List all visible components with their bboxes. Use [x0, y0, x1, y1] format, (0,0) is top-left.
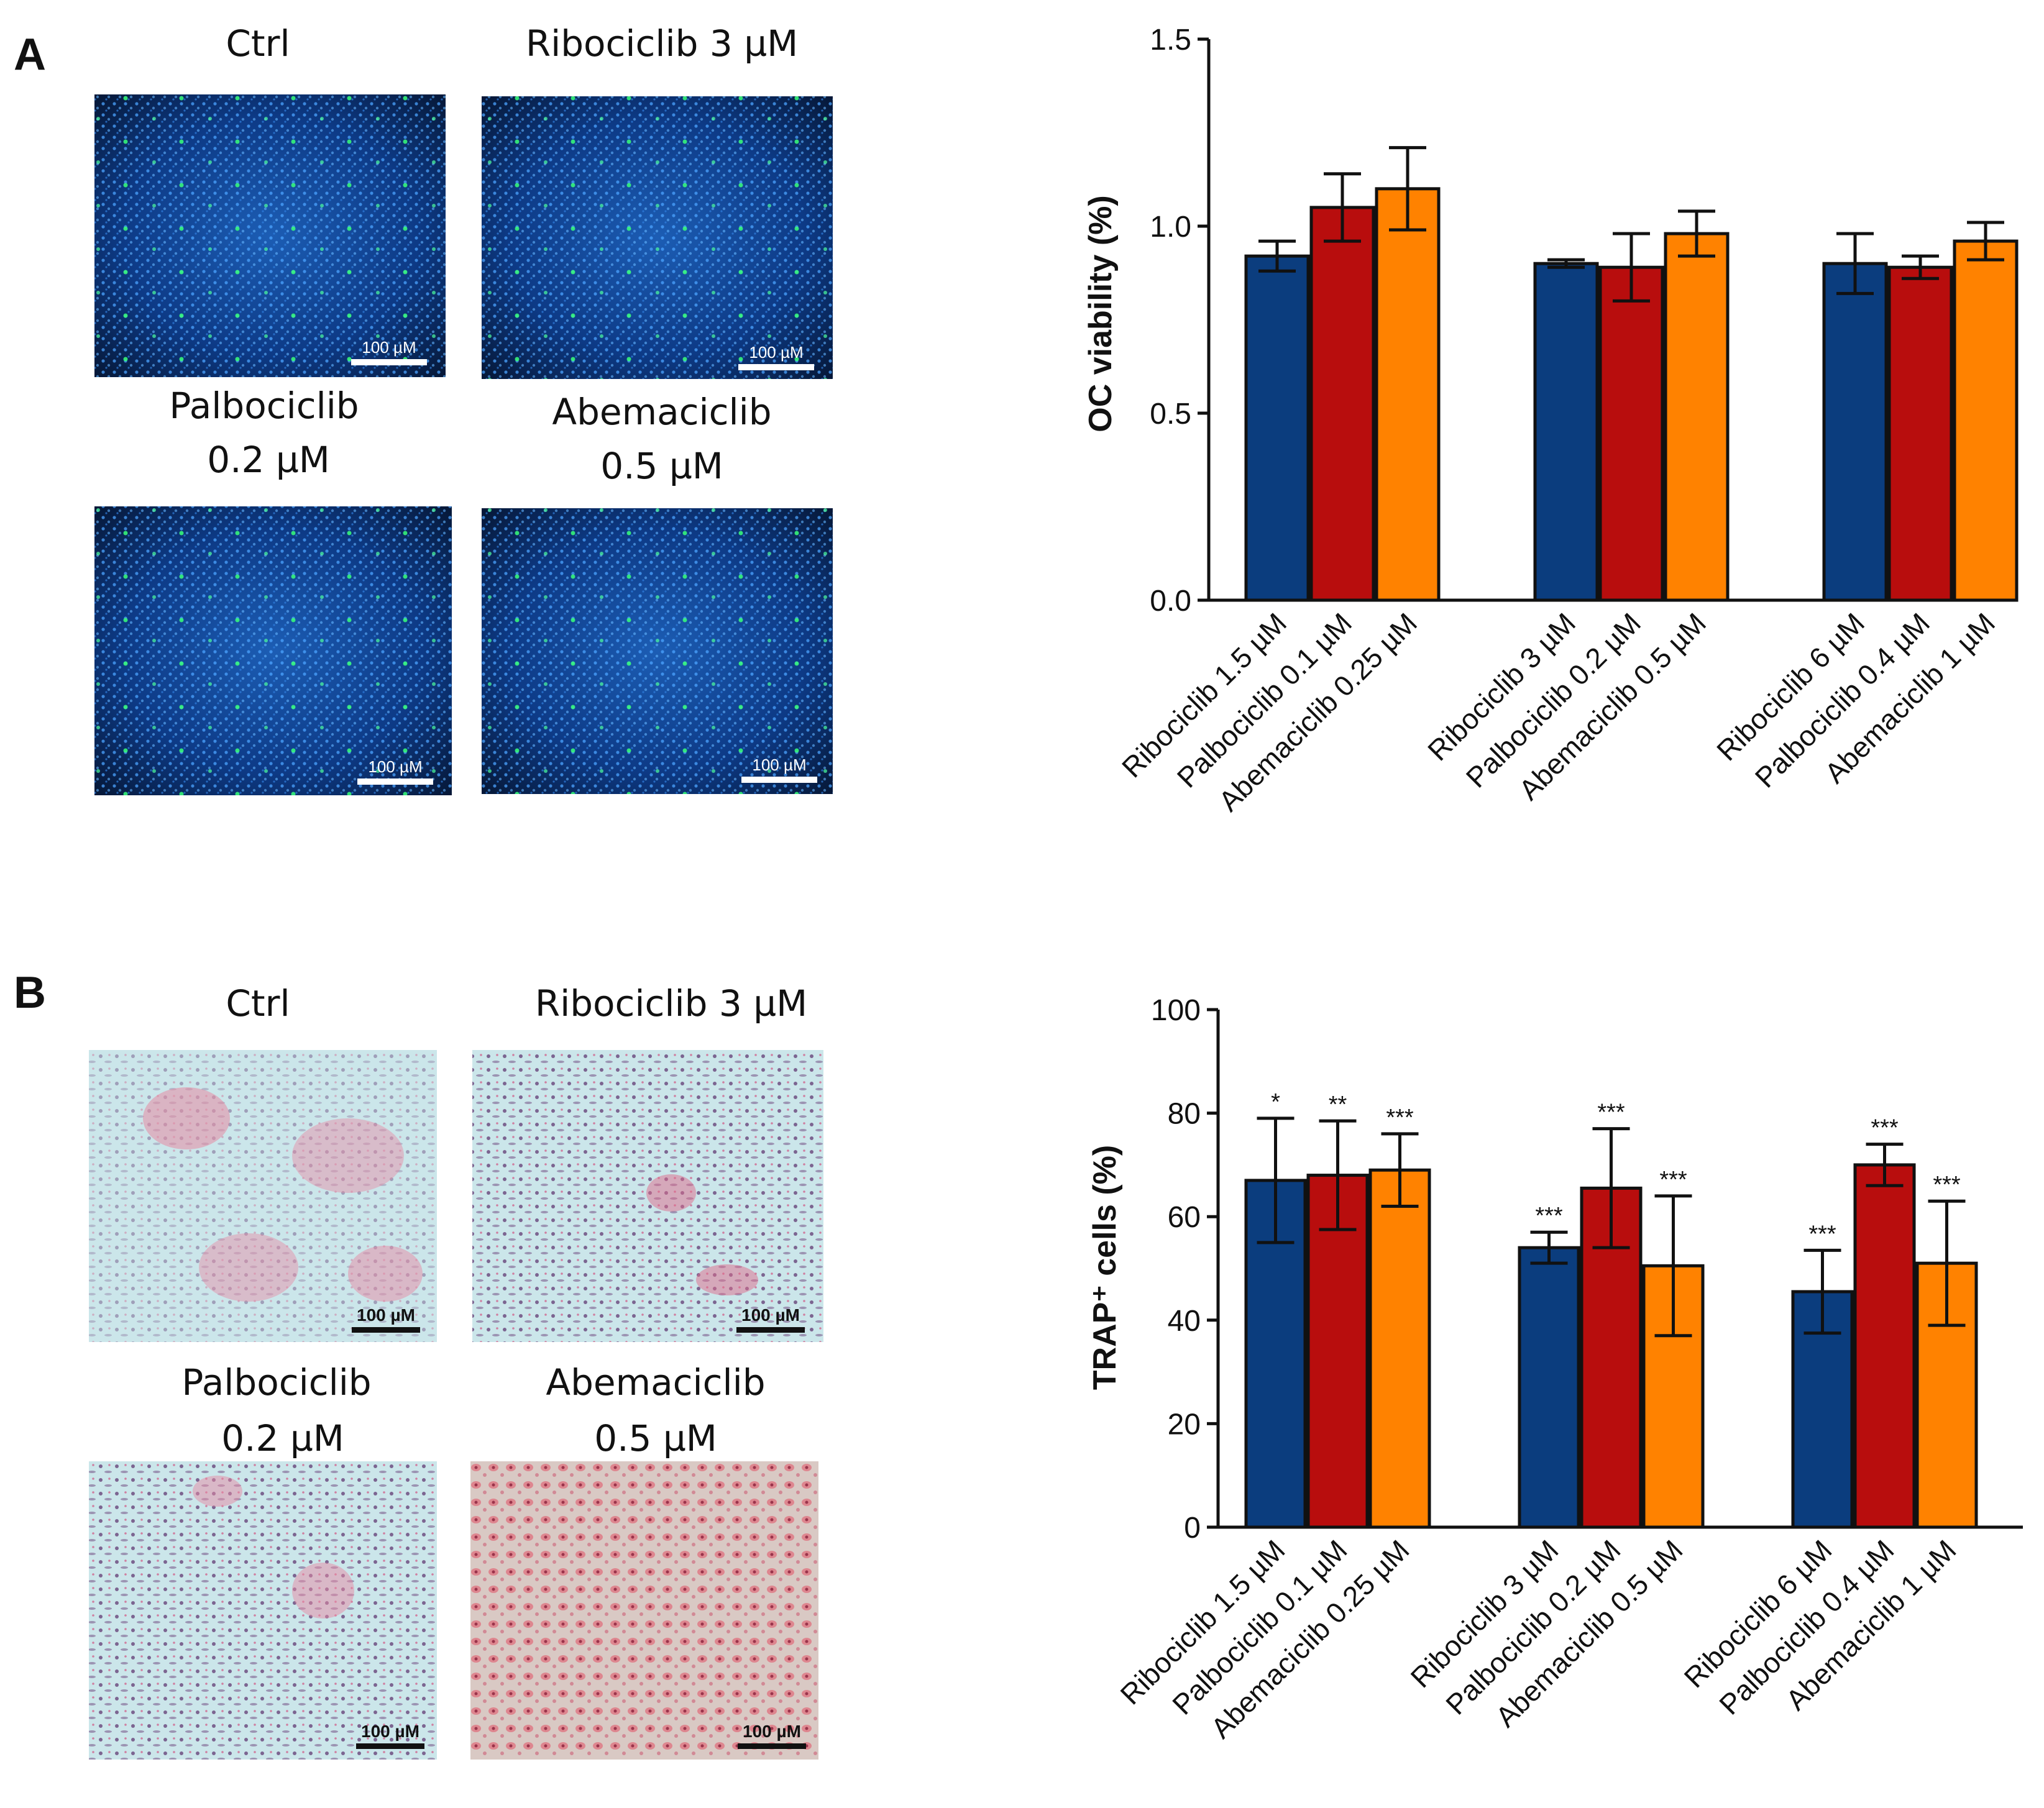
scale-bar [356, 1743, 424, 1749]
micrograph-b-palbociclib: 100 µM [89, 1461, 437, 1760]
y-axis-label: OC viability (%) [1083, 195, 1119, 432]
scale-bar-label: 100 µM [741, 1305, 800, 1325]
y-tick-label: 80 [1168, 1098, 1201, 1131]
panel-letter-b: B [14, 968, 46, 1018]
y-tick-label: 0.5 [1150, 398, 1191, 431]
bar [1244, 1179, 1307, 1529]
significance-label: *** [1535, 1203, 1563, 1229]
scale-bar-label: 100 µM [743, 1722, 801, 1741]
y-axis-label: TRAP⁺ cells (%) [1087, 1145, 1123, 1390]
panel-letter-a: A [14, 30, 46, 80]
significance-label: *** [1808, 1221, 1836, 1247]
significance-label: *** [1659, 1167, 1687, 1193]
micrograph-a-abemaciclib: 100 µM [482, 508, 833, 794]
bar [1953, 239, 2019, 602]
image-label-b-abemaciclib-dose: 0.5 µM [594, 1417, 717, 1459]
bar [1306, 1174, 1369, 1529]
scale-bar-label: 100 µM [752, 756, 806, 774]
scale-bar-label: 100 µM [361, 1722, 419, 1741]
panel-b-images: Ctrl 100 µM Ribociclib 3 µM 100 µM Palbo… [89, 982, 823, 1760]
image-label-b-palbociclib-dose: 0.2 µM [221, 1417, 344, 1459]
micrograph-b-abemaciclib: 100 µM [470, 1461, 818, 1760]
scale-bar-label: 100 µM [357, 1305, 415, 1325]
bar [1368, 1168, 1431, 1529]
y-tick-label: 0.0 [1150, 585, 1191, 618]
scale-bar [351, 359, 427, 365]
bar [1598, 265, 1664, 602]
image-label-a-palbociclib: Palbociclib [169, 385, 359, 427]
bar [1822, 262, 1888, 602]
significance-label: *** [1386, 1105, 1414, 1131]
micrograph-a-ctrl: 100 µM [94, 94, 446, 377]
scale-bar [352, 1327, 420, 1333]
y-tick-label: 100 [1151, 994, 1201, 1027]
bar [1533, 262, 1599, 602]
significance-label: *** [1871, 1115, 1899, 1141]
scale-bar-label: 100 µM [362, 338, 416, 357]
bar [1853, 1163, 1916, 1529]
panel-a-images: Ctrl 100 µM Ribociclib 3 µM 100 µM Palbo… [94, 22, 833, 795]
significance-label: *** [1933, 1172, 1961, 1198]
chart-oc-viability: OC viability (%) 0.00.51.01.5Ribociclib … [1083, 24, 2019, 818]
image-label-a-abemaciclib: Abemaciclib [552, 391, 771, 433]
scale-bar-label: 100 µM [368, 757, 422, 776]
image-label-b-ribociclib: Ribociclib 3 µM [535, 982, 807, 1025]
y-tick-label: 40 [1168, 1305, 1201, 1338]
bar [1375, 187, 1441, 602]
y-tick-label: 60 [1168, 1201, 1201, 1234]
micrograph-a-palbociclib: 100 µM [94, 506, 452, 795]
image-label-b-palbociclib: Palbociclib [181, 1361, 371, 1404]
bar [1309, 206, 1375, 602]
image-label-b-abemaciclib: Abemaciclib [546, 1361, 765, 1404]
y-tick-label: 1.0 [1150, 211, 1191, 244]
scale-bar [738, 1743, 806, 1749]
image-label-a-palbociclib-dose: 0.2 µM [207, 439, 330, 481]
micrograph-a-ribociclib: 100 µM [482, 96, 833, 379]
scale-bar [741, 777, 817, 783]
bar [1518, 1246, 1580, 1529]
y-tick-label: 0 [1184, 1512, 1201, 1545]
y-tick-label: 20 [1168, 1408, 1201, 1441]
image-label-a-ctrl: Ctrl [226, 22, 290, 65]
significance-label: *** [1597, 1100, 1625, 1126]
image-label-b-ctrl: Ctrl [226, 982, 290, 1025]
scale-bar [357, 778, 433, 785]
scale-bar [738, 364, 814, 370]
y-tick-label: 1.5 [1150, 24, 1191, 57]
image-label-a-abemaciclib-dose: 0.5 µM [600, 445, 723, 487]
bar [1664, 232, 1730, 602]
micrograph-b-ribociclib: 100 µM [472, 1050, 823, 1342]
scale-bar [736, 1327, 805, 1333]
bar [1887, 265, 1953, 602]
chart-trap-cells: TRAP⁺ cells (%) 020406080100*Ribociclib … [1087, 994, 2023, 1745]
image-label-a-ribociclib: Ribociclib 3 µM [526, 22, 798, 65]
significance-label: * [1271, 1089, 1280, 1115]
scale-bar-label: 100 µM [749, 343, 803, 362]
micrograph-b-ctrl: 100 µM [89, 1050, 437, 1342]
bar [1244, 254, 1310, 602]
significance-label: ** [1329, 1092, 1347, 1118]
